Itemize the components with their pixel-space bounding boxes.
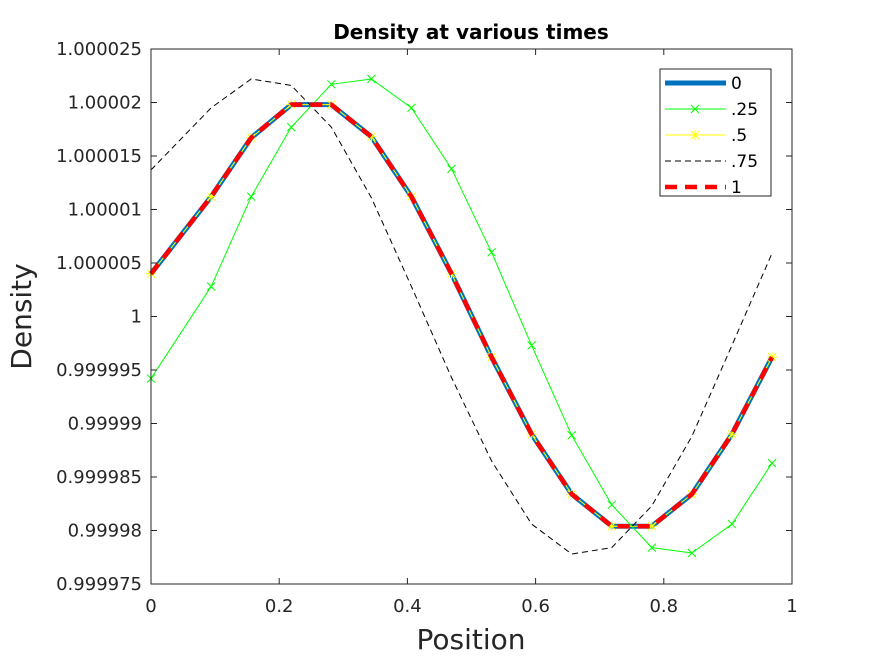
y-tick-label: 1 [131, 307, 142, 328]
series-2-point [246, 192, 256, 202]
y-tick-label: 0.999995 [56, 360, 142, 381]
legend-label: .25 [731, 100, 758, 120]
series-2-point [286, 122, 296, 132]
legend-entry-2: .25 [665, 100, 758, 120]
series-2-point [767, 458, 777, 468]
series-2-point [727, 519, 737, 529]
x-tick-label: 0 [145, 596, 156, 617]
legend-box [659, 68, 772, 197]
series-2-point [647, 543, 657, 552]
legend-label: 1 [731, 178, 742, 198]
series-2-point [407, 103, 416, 113]
series-line-3 [150, 104, 773, 527]
series-2-point [367, 74, 376, 84]
y-tick-label: 1.000025 [56, 39, 142, 60]
tick-layer: 0 0.2 0.4 0.6 0.8 1 0.999975 0.99998 0.999985 0.9… [56, 39, 798, 617]
series-line-2 [150, 78, 773, 554]
legend-entry-1: 0 [665, 74, 742, 94]
legend-entry-3: .5 [665, 126, 747, 146]
series-2-point [607, 500, 617, 510]
series-2-point [527, 341, 536, 350]
x-tick-label: 0.4 [393, 596, 422, 617]
y-tick-label: 1.000015 [56, 146, 142, 167]
legend-marker [690, 130, 700, 140]
y-tick-label: 0.99998 [68, 521, 142, 542]
y-tick-label: 0.99999 [68, 414, 142, 435]
legend-marker [690, 104, 700, 114]
y-tick-label: 0.999985 [56, 467, 142, 488]
legend-label: .5 [731, 126, 747, 146]
series-layer [146, 74, 778, 558]
series-2-point [487, 247, 496, 257]
legend-entry-4: .75 [665, 152, 758, 172]
x-tick-label: 0.6 [521, 596, 550, 617]
x-tick-label: 1 [786, 596, 797, 617]
legend-label: .75 [731, 152, 758, 172]
x-tick-label: 0.8 [649, 596, 678, 617]
legend: 0 .25 .5 .75 1 [659, 68, 772, 198]
series-2 [146, 74, 777, 558]
series-2-point [447, 164, 456, 174]
x-tick-label: 0.2 [265, 596, 294, 617]
series-2-point [687, 548, 697, 558]
series-2-point [206, 282, 216, 291]
series-2-point [567, 430, 577, 440]
y-tick-label: 1.000005 [56, 253, 142, 274]
y-tick-label: 0.999975 [56, 574, 142, 595]
y-axis-title: Density [5, 263, 38, 369]
legend-entry-5: 1 [665, 178, 742, 198]
chart-title: Density at various times [333, 20, 609, 44]
y-tick-label: 1.00002 [68, 93, 142, 114]
series-2-point [326, 79, 336, 89]
y-tick-label: 1.00001 [68, 200, 142, 221]
legend-label: 0 [731, 74, 742, 94]
x-axis-title: Position [416, 623, 525, 656]
